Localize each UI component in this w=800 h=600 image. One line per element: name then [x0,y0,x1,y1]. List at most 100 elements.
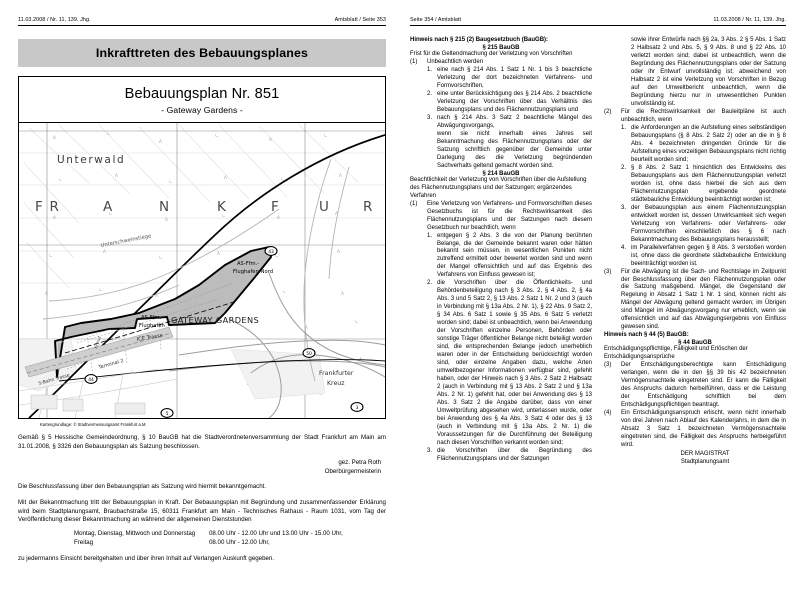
announcement-paragraph: Die Beschlussfassung über den Bebauungsp… [18,483,267,491]
list-item: 2. eine unter Berücksichtigung des § 214… [410,91,592,115]
svg-text:U: U [319,199,329,215]
item-text: die Vorschriften über die Öffentlichkeit… [437,280,592,446]
hinweis-44-heading: Hinweis nach § 44 (5) BauGB: [604,332,689,339]
item-marker: 1. [427,232,433,239]
svg-text:Kreuz: Kreuz [93,335,103,350]
para-214-lead: Beachtlichkeit der Verletzung von Vorsch… [410,176,587,199]
svg-text:Λ: Λ [335,211,338,216]
svg-text:Λ: Λ [53,135,56,140]
hours-days-1: Montag, Dienstag, Mittwoch und Donnersta… [74,530,196,538]
plan-subtitle: - Gateway Gardens - [161,105,243,116]
abs-3-text: Für die Abwägung ist die Sach- und Recht… [621,268,786,331]
svg-text:Λ: Λ [341,291,344,296]
banner-title: Inkrafttreten des Bebauungsplanes [18,39,386,68]
list-item: 1. entgegen § 2 Abs. 3 die von der Planu… [410,233,592,281]
svg-text:K: K [217,199,227,215]
abs-1-text-214: Eine Verletzung von Verfahrens- und Form… [427,200,592,231]
map-label-gateway-gardens: GATEWAY GARDENS [171,315,259,325]
svg-text:Λ: Λ [277,215,280,220]
list-item: 1. eine nach § 214 Abs. 1 Satz 1 Nr. 1 b… [410,67,592,91]
abs-1-215: (1) Unbeachtlich werden [410,59,592,67]
hours-times-1: 08.00 Uhr - 12.00 Uhr und 13.00 Uhr - 15… [209,530,343,538]
svg-text:44: 44 [88,377,94,383]
page-gutter [399,0,400,600]
item-marker: 3. [427,447,433,454]
para-214-heading: § 214 BauGB [482,170,520,177]
item-text: eine nach § 214 Abs. 1 Satz 1 Nr. 1 bis … [437,67,592,90]
list-item: 2. § 8 Abs. 2 Satz 1 hinsichtlich des En… [604,165,786,205]
abs-4-text-44: Ein Entschädigungsanspruch erlischt, wen… [621,409,786,448]
abs-1-marker: (1) [410,59,418,66]
site-map: Λ ∟ Λ ∟ Λ ∟ ∟ Λ ∟ Λ ∟ Λ Λ ∟ Λ ∟ Λ Λ ∟ Λ ∟ Λ ∟ Λ Λ ∟ Λ… [19,122,385,419]
svg-text:∟: ∟ [159,255,163,260]
svg-text:Λ: Λ [224,175,227,180]
svg-text:Λ: Λ [115,173,118,178]
item-text: § 8 Abs. 2 Satz 1 hinsichtlich des Entwi… [631,164,786,203]
item-text: die Anforderungen an die Aufstellung ein… [631,125,786,163]
abs-3-marker-44: (3) [604,362,612,369]
road-shield-5: 5 [160,408,174,419]
list-item: 2. die Vorschriften über die Öffentlichk… [410,280,592,447]
svg-text:∟: ∟ [59,177,63,182]
column-1: Hinweis nach § 215 (2) Baugesetzbuch (Ba… [410,37,592,465]
svg-text:A: A [103,199,113,215]
svg-text:Λ: Λ [103,249,106,254]
abs-2-marker: (2) [604,109,612,116]
svg-text:Λ: Λ [165,217,168,222]
item-marker: 2. [427,91,433,98]
opening-hours-row-2: Freitag 08.00 Uhr - 12.00 Uhr, [18,539,386,548]
svg-text:Flughafen: Flughafen [139,323,165,329]
svg-text:∟: ∟ [49,253,53,258]
signature-title: Oberbürgermeisterin [324,467,381,475]
item-marker: 3. [427,114,433,121]
svg-text:3: 3 [356,405,359,411]
hours-days-2: Freitag [74,538,94,546]
magistrat-line-2: Stadtplanungsamt [680,458,730,465]
para-44-lead: Entschädigungspflichtige, Fälligkeit und… [604,346,748,361]
right-page: Seite 354 / Amtsblatt 11.03.2008 / Nr. 1… [400,0,800,600]
para-215-heading: § 215 BauGB [482,45,520,52]
magistrat-line-1: DER MAGISTRAT [680,450,730,457]
plan-box: Bebauungsplan Nr. 851 - Gateway Gardens … [18,76,386,420]
item-marker: 2. [427,280,433,287]
hinweis-215-heading: Hinweis nach § 215 (2) Baugesetzbuch (Ba… [410,37,549,44]
map-label-frankfurter-kreuz: Frankfurter [319,370,354,377]
svg-text:Λ: Λ [337,249,340,254]
svg-text:5: 5 [166,411,169,417]
map-label-as-flughafen: AS-Ffm.- [141,315,163,321]
svg-text:Λ: Λ [53,215,56,220]
road-shield-3: 3 [350,402,364,413]
svg-text:N: N [159,199,169,215]
svg-text:Λ: Λ [269,137,272,142]
item-marker: 1. [427,67,433,74]
signature-block: gez. Petra Roth Oberbürgermeisterin [18,459,386,476]
svg-text:∟: ∟ [275,253,279,258]
svg-text:∟: ∟ [324,133,328,138]
left-page-running-head: 11.03.2008 / Nr. 11, 139. Jhg. Amtsblatt… [18,17,386,27]
svg-text:∟: ∟ [107,131,111,136]
item-text: die Vorschriften über die Begründung des… [437,447,592,462]
svg-text:Kreuz: Kreuz [327,380,344,387]
abs-2-text: Für die Rechtswirksamkeit der Bauleitplä… [621,109,786,124]
runhead-date-issue: 11.03.2008 / Nr. 11, 139. Jhg. [18,17,91,23]
abs-4-44: (4) Ein Entschädigungsanspruch erlischt,… [604,410,786,450]
abs-3-214: (3) Für die Abwägung ist die Sach- und R… [604,269,786,333]
resolution-paragraph: Gemäß § 5 Hessische Gemeindeordnung, § 1… [18,434,386,451]
signature-name: gez. Petra Roth [338,458,381,466]
svg-text:Flughafen-Nord: Flughafen-Nord [233,269,273,275]
svg-text:∟: ∟ [222,213,226,218]
list-item: 3. der Bebauungsplan aus einem Flächennu… [604,205,786,245]
item-text: entgegen § 2 Abs. 3 die von der Planung … [437,232,592,279]
effect-paragraph: Mit der Bekanntmachung tritt der Bebauun… [18,498,386,524]
svg-text:50: 50 [306,351,312,357]
svg-text:∟: ∟ [281,177,285,182]
item-marker: 2. [621,164,627,171]
item-marker: 1. [621,125,627,132]
svg-text:R: R [363,199,372,215]
list-item: 3. die Vorschriften über die Begründung … [410,448,592,464]
svg-text:Λ: Λ [45,291,48,296]
para-215-lead: Frist für die Geltendmachung der Verletz… [410,51,573,58]
right-page-columns: Hinweis nach § 215 (2) Baugesetzbuch (Ba… [410,37,786,465]
magistrat-block: DER MAGISTRAT Stadtplanungsamt [604,450,786,466]
svg-text:Λ: Λ [159,139,162,144]
